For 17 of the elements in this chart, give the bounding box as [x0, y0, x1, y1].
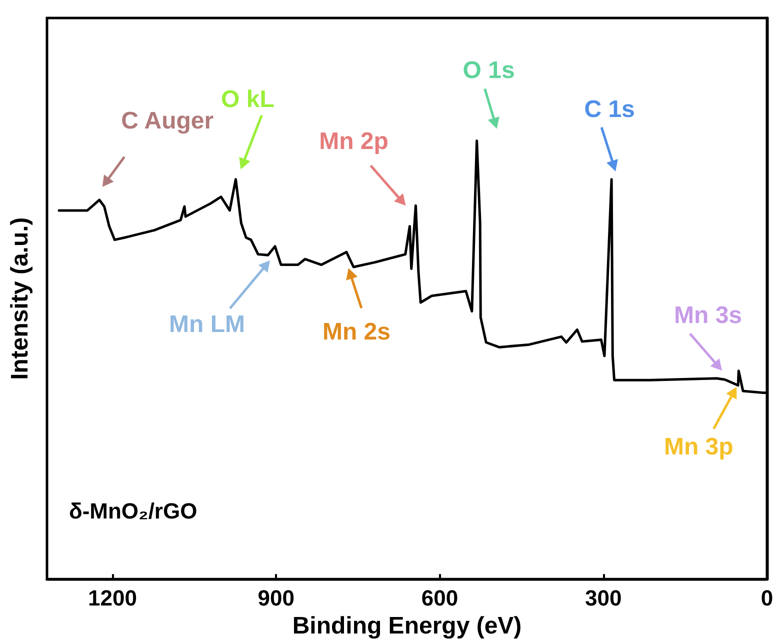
- annotation: Mn 3s: [674, 302, 742, 330]
- x-axis-title: Binding Energy (eV): [292, 612, 522, 640]
- annotation: Mn 2s: [322, 318, 390, 346]
- annotation: C 1s: [584, 96, 635, 123]
- x-tick-label: 900: [258, 586, 294, 611]
- annotation: Mn 3p: [664, 433, 734, 460]
- x-tick-label: 600: [421, 586, 458, 611]
- x-tick-label: 300: [585, 586, 622, 611]
- x-tick-label: 0: [760, 586, 774, 611]
- annotation: C Auger: [121, 107, 214, 134]
- x-tick-label: 1200: [88, 586, 137, 611]
- annotation: δ-MnO₂/rGO: [69, 498, 198, 524]
- y-axis-title: Intensity (a.u.): [6, 217, 34, 380]
- annotation: O 1s: [462, 57, 515, 84]
- annotation: Mn 2p: [319, 128, 388, 156]
- annotation: Mn LM: [169, 310, 245, 338]
- annotation: O kL: [221, 86, 274, 113]
